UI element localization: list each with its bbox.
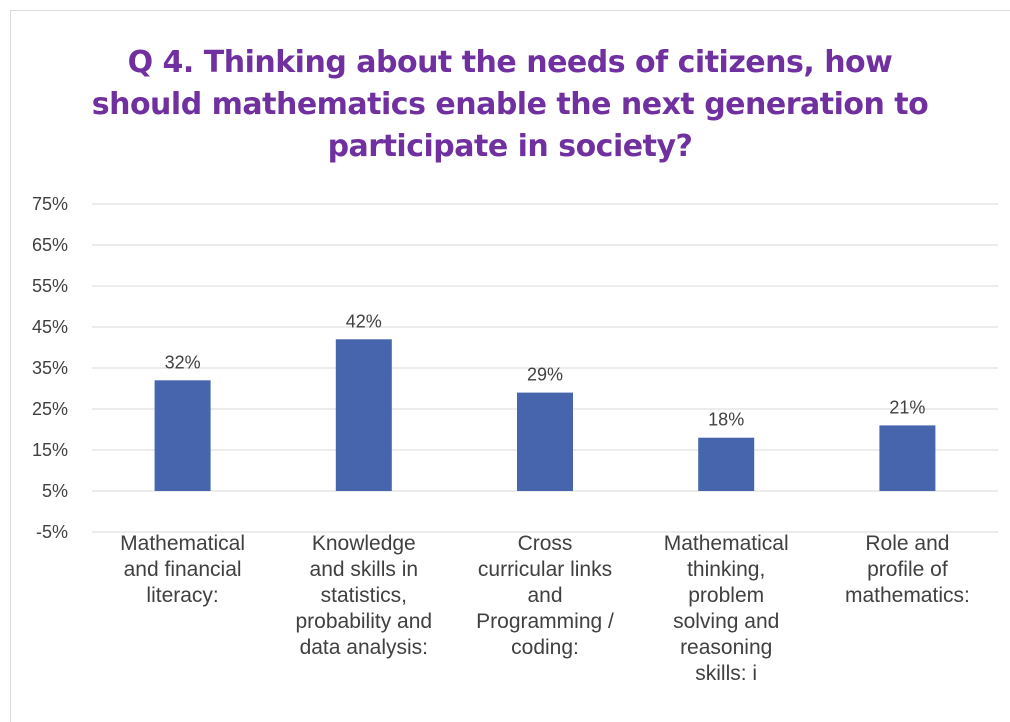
x-category-label: Mathematical thinking, problem solving and r…: [636, 531, 816, 687]
x-category-label-line: Programming /: [476, 610, 614, 633]
bar: [698, 437, 755, 491]
data-label: 21%: [889, 397, 925, 417]
chart-title-line-2: should mathematics enable the next gener…: [91, 87, 929, 122]
x-category-label-line: and skills in: [309, 558, 419, 581]
x-category-label-line: mathematics:: [844, 584, 970, 607]
y-tick-label: 65%: [32, 235, 68, 255]
y-tick-label: 35%: [32, 358, 68, 378]
x-category-label-line: Mathematical: [663, 532, 789, 555]
x-category-label: Cross curricular links and Programming / cod…: [455, 531, 635, 661]
bar: [879, 425, 936, 491]
x-category-label-line: Knowledge: [311, 532, 416, 555]
x-category-label-line: profile of: [867, 558, 948, 581]
y-tick-label: 55%: [32, 276, 68, 296]
chart-frame: [10, 10, 1010, 722]
x-category-label-line: problem: [688, 584, 765, 607]
bar: [335, 339, 392, 491]
x-category-label-line: probability and: [295, 610, 433, 633]
x-category-label-line: Cross: [517, 532, 573, 555]
bar: [517, 392, 573, 491]
y-tick-label: 45%: [32, 317, 68, 337]
x-category-label-line: and: [527, 584, 563, 607]
x-category-label-line: statistics,: [320, 584, 407, 607]
y-tick-label: 25%: [32, 399, 68, 419]
chart-title-line-3: participate in society?: [327, 129, 693, 164]
data-label: 18%: [708, 410, 744, 430]
x-category-label-line: thinking,: [687, 558, 766, 581]
x-category-label-line: Role and: [865, 532, 950, 555]
y-tick-label: 75%: [32, 194, 68, 214]
x-category-label-line: Mathematical: [120, 532, 246, 555]
x-category-label-line: skills: i: [695, 662, 758, 685]
x-category-label-line: reasoning: [680, 636, 773, 659]
x-category-label-line: coding:: [511, 636, 579, 659]
data-label: 32%: [165, 352, 201, 372]
bar: [154, 380, 211, 491]
y-tick-label: 15%: [32, 440, 68, 460]
data-label: 42%: [346, 311, 382, 331]
x-category-label: Mathematical and financial literacy:: [93, 531, 273, 609]
x-category-label-line: solving and: [673, 610, 780, 633]
data-label: 29%: [527, 365, 563, 385]
y-tick-label: 5%: [42, 481, 68, 501]
x-category-label: Knowledge and skills in statistics, probabi…: [274, 531, 454, 661]
x-category-label-line: data analysis:: [299, 636, 428, 659]
x-category-label-line: curricular links: [477, 558, 613, 581]
x-category-label-line: and financial: [123, 558, 242, 581]
x-category-label-line: literacy:: [146, 584, 219, 607]
chart-title: Q 4. Thinking about the needs of citizen…: [10, 42, 1010, 168]
chart-title-line-1: Q 4. Thinking about the needs of citizen…: [127, 45, 893, 80]
x-category-label: Role and profile of mathematics:: [817, 531, 997, 609]
y-tick-label: -5%: [36, 522, 68, 542]
